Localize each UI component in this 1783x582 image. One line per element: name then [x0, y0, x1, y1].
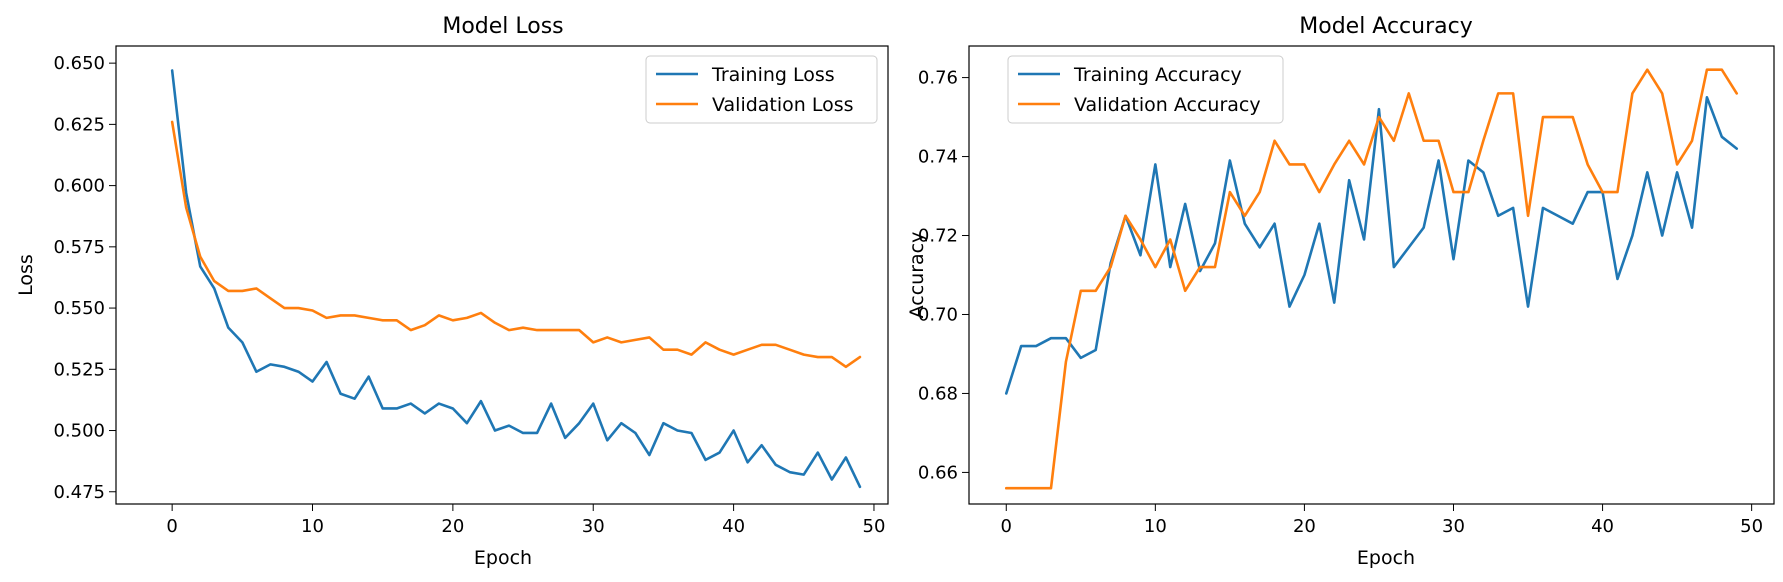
- accuracy-y-axis-label: Accuracy: [906, 232, 928, 319]
- loss-chart: Model Loss 0 10 20 30 40 50 0.475 0.500 0.525 0.5…: [15, 14, 889, 569]
- loss-training-line: [170, 69, 862, 489]
- accuracy-x-tick-label: 0: [1001, 516, 1012, 537]
- loss-legend-box: [645, 55, 878, 124]
- loss-x-tick-label: 0: [166, 516, 177, 537]
- accuracy-chart-ticks: 0 10 20 30 40 50 0.66 0.68 0.70 0.72 0.74 0.76: [918, 68, 1763, 537]
- loss-y-tick-label: 0.600: [53, 176, 105, 197]
- loss-x-tick-label: 10: [301, 516, 324, 537]
- accuracy-plot-frame: [968, 45, 1775, 505]
- loss-y-axis-label: Loss: [15, 254, 37, 296]
- accuracy-y-tick-label: 0.72: [918, 226, 958, 247]
- loss-legend-training-label: Training Loss: [711, 64, 835, 86]
- loss-legend-validation-label: Validation Loss: [712, 94, 854, 116]
- loss-y-tick-label: 0.575: [53, 237, 105, 258]
- loss-y-tick-label: 0.650: [53, 53, 105, 74]
- accuracy-y-tick-label: 0.74: [918, 147, 958, 168]
- accuracy-y-tick-label: 0.76: [918, 68, 958, 89]
- accuracy-y-tick-label: 0.66: [918, 462, 958, 483]
- accuracy-chart-marks: [1004, 68, 1739, 490]
- loss-validation-line: [170, 120, 862, 369]
- loss-x-tick-label: 30: [582, 516, 605, 537]
- loss-chart-ticks: 0 10 20 30 40 50 0.475 0.500 0.525 0.550 0.575 0.60…: [53, 53, 885, 537]
- accuracy-legend-validation-label: Validation Accuracy: [1074, 94, 1261, 116]
- accuracy-y-tick-label: 0.68: [918, 383, 958, 404]
- loss-chart-marks: [170, 69, 862, 489]
- loss-y-tick-label: 0.550: [53, 298, 105, 319]
- loss-chart-title: Model Loss: [442, 14, 563, 39]
- accuracy-x-axis-label: Epoch: [1357, 547, 1415, 569]
- loss-x-tick-label: 20: [441, 516, 464, 537]
- accuracy-legend-box: [1007, 55, 1284, 124]
- loss-y-tick-label: 0.500: [53, 421, 105, 442]
- accuracy-x-tick-label: 40: [1591, 516, 1614, 537]
- accuracy-x-tick-label: 50: [1740, 516, 1763, 537]
- accuracy-validation-line: [1004, 68, 1739, 490]
- loss-x-tick-label: 40: [722, 516, 745, 537]
- accuracy-training-line: [1004, 96, 1739, 395]
- accuracy-chart-title: Model Accuracy: [1299, 14, 1473, 39]
- accuracy-x-tick-label: 30: [1442, 516, 1465, 537]
- loss-x-axis-label: Epoch: [474, 547, 532, 569]
- loss-plot-frame: [115, 45, 889, 505]
- accuracy-x-tick-label: 20: [1293, 516, 1316, 537]
- loss-y-tick-label: 0.475: [53, 482, 105, 503]
- accuracy-legend: Training Accuracy Validation Accuracy: [1007, 55, 1284, 124]
- accuracy-legend-training-label: Training Accuracy: [1073, 64, 1242, 86]
- accuracy-y-tick-label: 0.70: [918, 304, 958, 325]
- loss-legend: Training Loss Validation Loss: [645, 55, 878, 124]
- loss-y-tick-label: 0.625: [53, 114, 105, 135]
- loss-y-tick-label: 0.525: [53, 359, 105, 380]
- accuracy-chart: Model Accuracy 0 10 20 30 40 50 0.66 0.68 0.70 0.…: [906, 14, 1775, 569]
- loss-x-tick-label: 50: [863, 516, 886, 537]
- accuracy-x-tick-label: 10: [1144, 516, 1167, 537]
